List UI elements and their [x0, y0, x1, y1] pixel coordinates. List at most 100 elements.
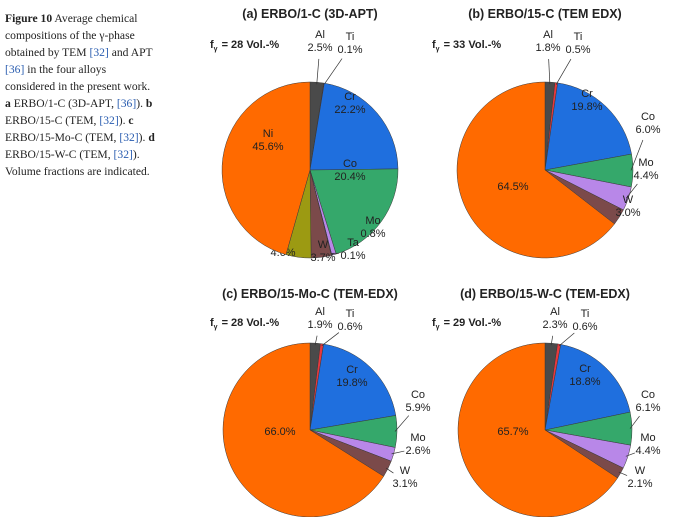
slice-label: Al: [550, 306, 560, 318]
leader-line: [394, 415, 410, 432]
value-label: 2.3%: [542, 319, 567, 331]
chart-title: (a) ERBO/1-C (3D-APT): [242, 7, 377, 21]
slice-label: Mo: [365, 215, 380, 227]
leader-line: [626, 183, 638, 199]
slice-label: Ni: [263, 128, 273, 140]
value-label: 3.0%: [615, 207, 640, 219]
slice-label: Ta: [347, 237, 360, 249]
annotation-symbol: f: [210, 317, 214, 329]
slice-label: Co: [411, 389, 425, 401]
leader-line: [630, 139, 644, 171]
value-label: 3.1%: [392, 478, 417, 490]
value-label: 45.6%: [252, 141, 283, 153]
pie-slice: [309, 82, 399, 171]
chart-title: (b) ERBO/15-C (TEM EDX): [468, 7, 621, 21]
caption-ref[interactable]: [32]: [119, 131, 139, 144]
annotation-text: = 29 Vol.-%: [444, 317, 502, 329]
leader-line: [314, 335, 318, 346]
slice-label: Cr: [344, 91, 356, 103]
leader-line: [629, 415, 640, 429]
value-label: 22.2%: [334, 104, 365, 116]
leader-line: [391, 450, 405, 455]
slice-label: Cr: [581, 88, 593, 100]
value-label: 5.9%: [405, 402, 430, 414]
annotation-subscript: γ: [214, 324, 218, 331]
slice-label: Mo: [410, 432, 425, 444]
pie-slice: [544, 344, 631, 431]
leader-line: [618, 471, 628, 476]
value-label: 4.4%: [633, 170, 658, 182]
caption-label: Figure 10: [5, 12, 53, 25]
value-label: 19.8%: [336, 377, 367, 389]
leader-line: [316, 58, 320, 85]
value-label: 0.1%: [337, 44, 362, 56]
caption-text: ERBO/15-Mo-C (TEM,: [5, 131, 117, 144]
annotation-symbol: f: [432, 317, 436, 329]
annotation-subscript: γ: [436, 324, 440, 331]
slice-label: Al: [315, 306, 325, 318]
caption-letter: d: [148, 131, 155, 144]
annotation: fγ = 28 Vol.-%: [210, 317, 279, 331]
annotation: fγ = 29 Vol.-%: [432, 317, 501, 331]
caption-text: in the four alloys considered in the pre…: [5, 63, 151, 93]
slice-label: Mo: [638, 157, 653, 169]
value-label: 2.6%: [405, 445, 430, 457]
slice-label: Al: [543, 29, 553, 41]
caption-ref[interactable]: [32]: [113, 148, 133, 161]
annotation-symbol: f: [432, 39, 436, 51]
leader-line: [550, 335, 554, 346]
value-label: 1.9%: [307, 319, 332, 331]
value-label: 0.6%: [572, 321, 597, 333]
value-label: 6.1%: [635, 402, 660, 414]
caption-text: ).: [136, 97, 143, 110]
caption-ref[interactable]: [32]: [89, 46, 109, 59]
pie-slice: [222, 342, 384, 517]
annotation-symbol: f: [210, 39, 214, 51]
slice-label: Al: [315, 29, 325, 41]
value-label: 1.8%: [535, 42, 560, 54]
caption-text: ERBO/15-C (TEM,: [5, 114, 97, 127]
pie-slice: [456, 81, 615, 259]
value-label: 0.8%: [360, 228, 385, 240]
value-label: 3.7%: [310, 252, 335, 264]
caption-ref[interactable]: [36]: [5, 63, 25, 76]
caption-ref[interactable]: [32]: [99, 114, 119, 127]
caption-letter: c: [128, 114, 134, 127]
annotation-subscript: γ: [214, 46, 218, 53]
leader-line: [548, 58, 551, 85]
value-label: 66.0%: [264, 426, 295, 438]
pie-slice: [309, 343, 397, 431]
pie-slice: [309, 168, 399, 255]
slice-label: Ti: [574, 31, 583, 43]
pie-slice: [544, 82, 632, 171]
value-label: 4.4%: [635, 445, 660, 457]
annotation: fγ = 33 Vol.-%: [432, 39, 501, 53]
leader-line: [321, 332, 340, 347]
pie-slice: [457, 342, 618, 517]
slice-label: W: [318, 239, 329, 251]
slice-label: Ti: [581, 308, 590, 320]
slice-label: W: [400, 465, 411, 477]
slice-label: Cr: [346, 364, 358, 376]
caption-letter: a: [5, 97, 11, 110]
slice-label: Co: [641, 111, 655, 123]
caption-text: ).: [138, 131, 146, 144]
slice-label: Mo: [640, 432, 655, 444]
caption-text: and APT: [111, 46, 153, 59]
caption-ref[interactable]: [36]: [116, 97, 137, 110]
caption-text: ERBO/15-W-C (TEM,: [5, 148, 111, 161]
value-label: 18.8%: [569, 376, 600, 388]
chart-title: (c) ERBO/15-Mo-C (TEM-EDX): [222, 287, 398, 301]
slice-label: Co: [641, 389, 655, 401]
value-label: 6.0%: [635, 124, 660, 136]
value-label: 20.4%: [334, 171, 365, 183]
value-label: 19.8%: [571, 101, 602, 113]
value-label: 0.1%: [340, 250, 365, 262]
value-label: 65.7%: [497, 426, 528, 438]
value-label: 0.5%: [565, 44, 590, 56]
value-label: 2.5%: [307, 42, 332, 54]
value-label: 0.6%: [337, 321, 362, 333]
leader-line: [385, 467, 394, 474]
annotation: fγ = 28 Vol.-%: [210, 39, 279, 53]
